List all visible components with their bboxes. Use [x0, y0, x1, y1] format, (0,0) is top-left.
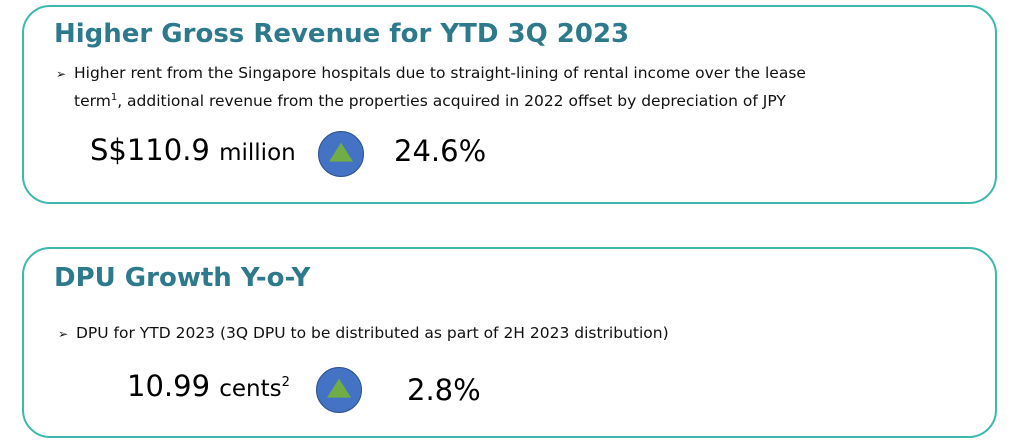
dpu-growth-title: DPU Growth Y-o-Y [54, 263, 311, 293]
bullet-line-2: term1, additional revenue from the prope… [56, 86, 981, 113]
dpu-bullet-text: DPU for YTD 2023 (3Q DPU to be distribut… [76, 324, 669, 342]
bullet-line-2-start: term [74, 92, 111, 111]
bullet-arrow-icon: ➢ [58, 327, 69, 341]
dpu-value: 10.99 cents2 [127, 369, 290, 403]
footnote-marker: 1 [110, 92, 118, 103]
gross-revenue-unit: million [219, 140, 296, 166]
dpu-unit-text: cents [219, 376, 282, 402]
gross-revenue-value: S$110.9 million [90, 133, 296, 167]
up-arrow-shape [329, 142, 353, 162]
up-arrow-shape [327, 378, 351, 398]
gross-revenue-bullet: ➢ Higher rent from the Singapore hospital… [56, 61, 981, 113]
up-triangle-icon [318, 131, 364, 177]
dpu-unit: cents2 [219, 375, 290, 402]
bullet-line-2-end: , additional revenue from the properties… [117, 92, 786, 111]
bullet-line-1: Higher rent from the Singapore hospitals… [74, 64, 806, 82]
up-triangle-icon [316, 367, 362, 413]
gross-revenue-amount: S$110.9 [90, 133, 210, 167]
dpu-growth-card: DPU Growth Y-o-Y ➢ DPU for YTD 2023 (3Q D… [22, 247, 997, 438]
gross-revenue-card: Higher Gross Revenue for YTD 3Q 2023 ➢ Hi… [22, 5, 997, 204]
dpu-bullet: ➢ DPU for YTD 2023 (3Q DPU to be distribu… [58, 321, 669, 346]
dpu-amount: 10.99 [127, 369, 211, 403]
dpu-change: 2.8% [407, 373, 481, 407]
bullet-arrow-icon: ➢ [56, 67, 67, 81]
gross-revenue-change: 24.6% [394, 134, 487, 168]
gross-revenue-title: Higher Gross Revenue for YTD 3Q 2023 [54, 19, 630, 49]
footnote-marker: 2 [281, 375, 290, 390]
